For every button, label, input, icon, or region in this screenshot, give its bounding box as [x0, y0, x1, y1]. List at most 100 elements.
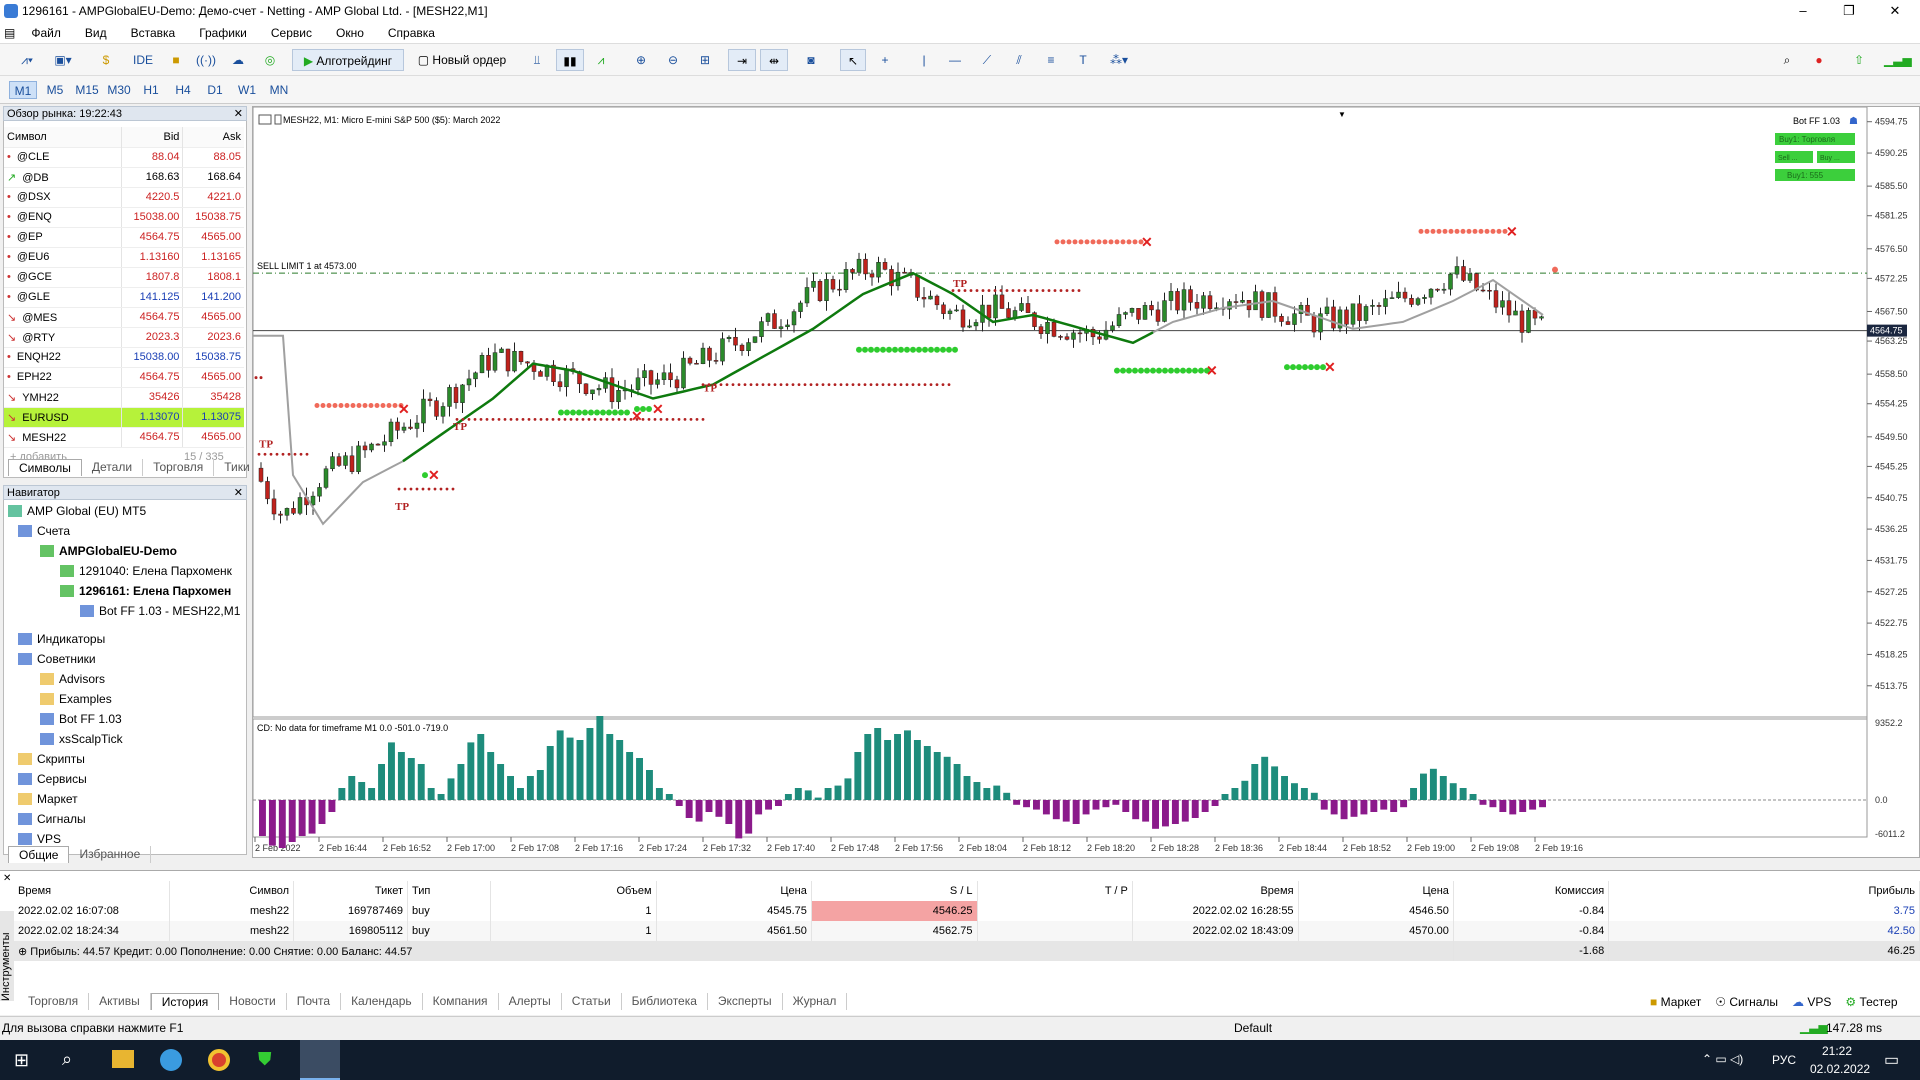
toolbox-tab[interactable]: Алерты [499, 993, 562, 1010]
nav-experts[interactable]: Советники [18, 652, 96, 666]
history-col[interactable]: S / L [811, 881, 978, 901]
nav-account-1291040[interactable]: 1291040: Елена Пархоменк [60, 564, 232, 578]
nav-bot-ff[interactable]: Bot FF 1.03 [40, 712, 122, 726]
market-watch-row[interactable]: ↘ YMH22 35426 35428 [4, 387, 244, 408]
close-button[interactable]: ✕ [1889, 3, 1901, 18]
chart-canvas[interactable]: 4594.75 4590.25 4585.50 4581.25 4576.50 4572.… [253, 107, 1919, 857]
tf-d1[interactable]: D1 [207, 83, 223, 97]
navigator-close-icon[interactable]: ✕ [233, 487, 243, 499]
minimize-button[interactable]: – [1799, 3, 1807, 18]
menu-file[interactable]: Файл [31, 25, 61, 40]
history-col[interactable]: Объем [490, 881, 657, 901]
history-row[interactable]: 2022.02.02 18:24:34 mesh22 169805112 buy 1 45… [14, 921, 1920, 941]
nav-market[interactable]: Маркет [18, 792, 78, 806]
autoscroll-icon[interactable]: ⇥ [728, 49, 756, 71]
tf-w1[interactable]: W1 [238, 83, 256, 97]
new-order-button[interactable]: ▢ Новый ордер [412, 49, 512, 71]
grid-icon[interactable]: ⊞ [699, 53, 711, 67]
col-ask[interactable]: Ask [182, 127, 244, 148]
shapes-icon[interactable]: ⁂▾ [1109, 53, 1129, 67]
vline-icon[interactable]: | [922, 53, 926, 67]
market-watch-row[interactable]: ↘ EURUSD 1.13070 1.13075 [4, 407, 244, 428]
tf-m30[interactable]: M30 [107, 83, 131, 97]
col-bid[interactable]: Bid [121, 127, 183, 148]
menu-window[interactable]: Окно [335, 25, 364, 40]
algotrading-button[interactable]: ▶ Алготрейдинг [292, 49, 404, 71]
market-watch-row[interactable]: • EPH22 4564.75 4565.00 [4, 367, 244, 388]
indicator-subwindow[interactable] [253, 718, 1868, 838]
fibo-icon[interactable]: ≡ [1047, 53, 1055, 67]
trendline-icon[interactable]: ⟋ [982, 53, 992, 67]
market-watch-row[interactable]: ↘ @MES 4564.75 4565.00 [4, 307, 244, 328]
market-watch-close-icon[interactable]: ✕ [233, 108, 243, 120]
chart-mode-icon[interactable] [274, 114, 282, 125]
bot-button-2a[interactable] [1775, 151, 1813, 163]
text-icon[interactable]: T [1079, 53, 1087, 67]
vps-link[interactable]: ☁ VPS [1792, 995, 1831, 1009]
history-col[interactable]: Цена [1298, 881, 1454, 901]
bot-button-3[interactable] [1775, 169, 1855, 181]
nav-bot-instance[interactable]: Bot FF 1.03 - MESH22,M1 [80, 604, 240, 618]
toolbox-close-icon[interactable]: ✕ [3, 873, 12, 884]
zoom-out-icon[interactable]: ⊖ [667, 53, 679, 67]
col-symbol[interactable]: Символ [4, 127, 122, 148]
tf-m15[interactable]: M15 [75, 83, 99, 97]
chrome-icon[interactable] [208, 1049, 230, 1071]
market-watch-row[interactable]: • @EU6 1.13160 1.13165 [4, 247, 244, 268]
nav-server[interactable]: AMPGlobalEU-Demo [40, 544, 177, 558]
notifications-icon[interactable]: ● [1815, 53, 1823, 67]
shield-icon[interactable]: ⛊ [258, 1049, 272, 1069]
history-col[interactable]: Цена [656, 881, 812, 901]
tester-link[interactable]: ⚙ Тестер [1845, 995, 1897, 1009]
history-row[interactable]: 2022.02.02 16:07:08 mesh22 169787469 buy 1 45… [14, 901, 1920, 921]
market-watch-row[interactable]: ↗ @DB 168.63 168.64 [4, 167, 244, 188]
chart-shift-icon[interactable]: ⇹ [760, 49, 788, 71]
history-col[interactable]: Комиссия [1453, 881, 1610, 901]
ide-button[interactable]: IDE [132, 53, 153, 67]
history-col[interactable]: Тип [407, 881, 491, 901]
windows-start-icon[interactable]: ⊞ [14, 1050, 30, 1070]
chart-menu-icon[interactable] [258, 114, 272, 125]
clock-date[interactable]: 02.02.2022 [1810, 1062, 1871, 1076]
bar-chart-icon[interactable]: ⫫ [533, 53, 541, 67]
history-col[interactable]: Время [14, 881, 170, 901]
menu-help[interactable]: Справка [387, 25, 435, 40]
channel-icon[interactable]: ⫽ [1016, 53, 1022, 67]
history-col[interactable]: Символ [169, 881, 295, 901]
tab-details[interactable]: Детали [82, 459, 144, 476]
toolbox-tab[interactable]: Журнал [783, 993, 848, 1010]
toolbox-tab[interactable]: Статьи [562, 993, 622, 1010]
market-watch-row[interactable]: ↘ @RTY 2023.3 2023.6 [4, 327, 244, 348]
toolbox-tab[interactable]: Новости [219, 993, 287, 1010]
nav-services[interactable]: Сервисы [18, 772, 87, 786]
toolbox-tab[interactable]: Библиотека [622, 993, 708, 1010]
nav-signals[interactable]: Сигналы [18, 812, 86, 826]
nav-root[interactable]: AMP Global (EU) MT5 [8, 504, 146, 518]
menu-charts[interactable]: Графики [199, 25, 247, 40]
language-indicator[interactable]: РУС [1772, 1053, 1797, 1067]
search-taskbar-icon[interactable]: ⌕ [62, 1049, 73, 1069]
globe-icon[interactable]: ◎ [264, 53, 276, 67]
metatrader-icon[interactable] [300, 1040, 340, 1080]
nav-advisors[interactable]: Advisors [40, 672, 105, 686]
nav-examples[interactable]: Examples [40, 692, 112, 706]
tf-h4[interactable]: H4 [175, 83, 191, 97]
telegram-icon[interactable] [160, 1049, 182, 1071]
tab-favorites[interactable]: Избранное [69, 846, 152, 863]
hline-icon[interactable]: — [949, 53, 961, 67]
main-chart-area[interactable] [253, 107, 1868, 718]
nav-vps[interactable]: VPS [18, 832, 61, 846]
toolbox-tab[interactable]: История [150, 993, 220, 1010]
search-icon[interactable]: ⌕ [1783, 53, 1791, 67]
line-chart-icon[interactable]: ⩘ [597, 53, 605, 67]
screenshot-icon[interactable]: ◙ [807, 53, 815, 67]
tf-m1[interactable]: M1 [9, 81, 37, 99]
bot-button-2b[interactable] [1817, 151, 1855, 163]
templates-icon[interactable]: ▣▾ [54, 53, 72, 67]
candles-icon[interactable]: ▮▮ [556, 49, 584, 71]
market-watch-row[interactable]: • @EP 4564.75 4565.00 [4, 227, 244, 248]
nav-account-1296161[interactable]: 1296161: Елена Пархомен [60, 584, 231, 598]
toolbox-tab[interactable]: Активы [89, 993, 151, 1010]
history-col[interactable]: Тикет [293, 881, 408, 901]
nav-indicators[interactable]: Индикаторы [18, 632, 105, 646]
